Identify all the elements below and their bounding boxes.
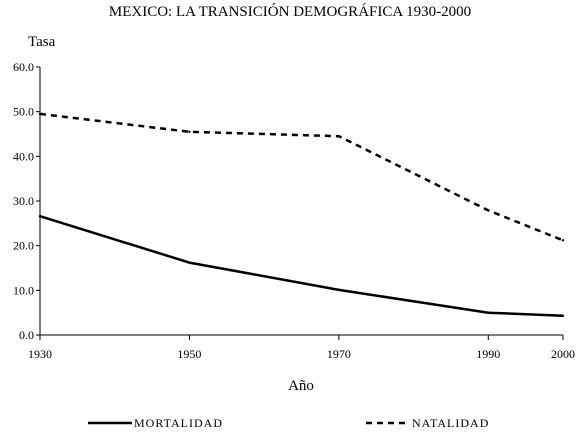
data-point-mortalidad (337, 288, 341, 292)
y-tick-label: 20.0 (13, 239, 34, 253)
y-tick-label: 0.0 (19, 328, 34, 342)
legend: MORTALIDAD NATALIDAD (88, 416, 489, 430)
x-axis-label: Año (288, 378, 314, 394)
data-point-mortalidad (38, 214, 42, 218)
series-line-natalidad (39, 112, 564, 242)
x-tick-label: 1930 (28, 347, 52, 361)
y-tick-label: 10.0 (13, 283, 34, 297)
series-line-mortalidad (39, 215, 564, 318)
y-tick-label: 50.0 (13, 105, 34, 119)
legend-label-natalidad: NATALIDAD (412, 416, 489, 430)
x-tick-label: 1970 (327, 347, 351, 361)
data-point-natalidad (487, 209, 490, 212)
legend-label-mortalidad: MORTALIDAD (134, 416, 223, 430)
data-point-natalidad (38, 112, 42, 116)
y-tick-label: 60.0 (13, 60, 34, 74)
data-point-mortalidad (561, 314, 565, 317)
data-point-natalidad (188, 130, 191, 133)
data-point-natalidad (561, 239, 565, 242)
y-tick-label: 40.0 (13, 149, 34, 163)
chart-title: MEXICO: LA TRANSICIÓN DEMOGRÁFICA 1930-2… (109, 3, 471, 20)
y-axis-label: Tasa (28, 34, 56, 50)
y-tick-label: 30.0 (13, 194, 34, 208)
x-tick-label: 1990 (476, 347, 500, 361)
x-tick-label: 2000 (551, 347, 575, 361)
plot-area: 0.0 10.0 20.0 30.0 40.0 50.0 60.0 1930 1950 1970 1… (13, 60, 575, 361)
data-point-mortalidad (188, 261, 191, 264)
data-point-mortalidad (487, 311, 490, 314)
x-tick-label: 1950 (177, 347, 201, 361)
data-point-natalidad (337, 135, 341, 138)
